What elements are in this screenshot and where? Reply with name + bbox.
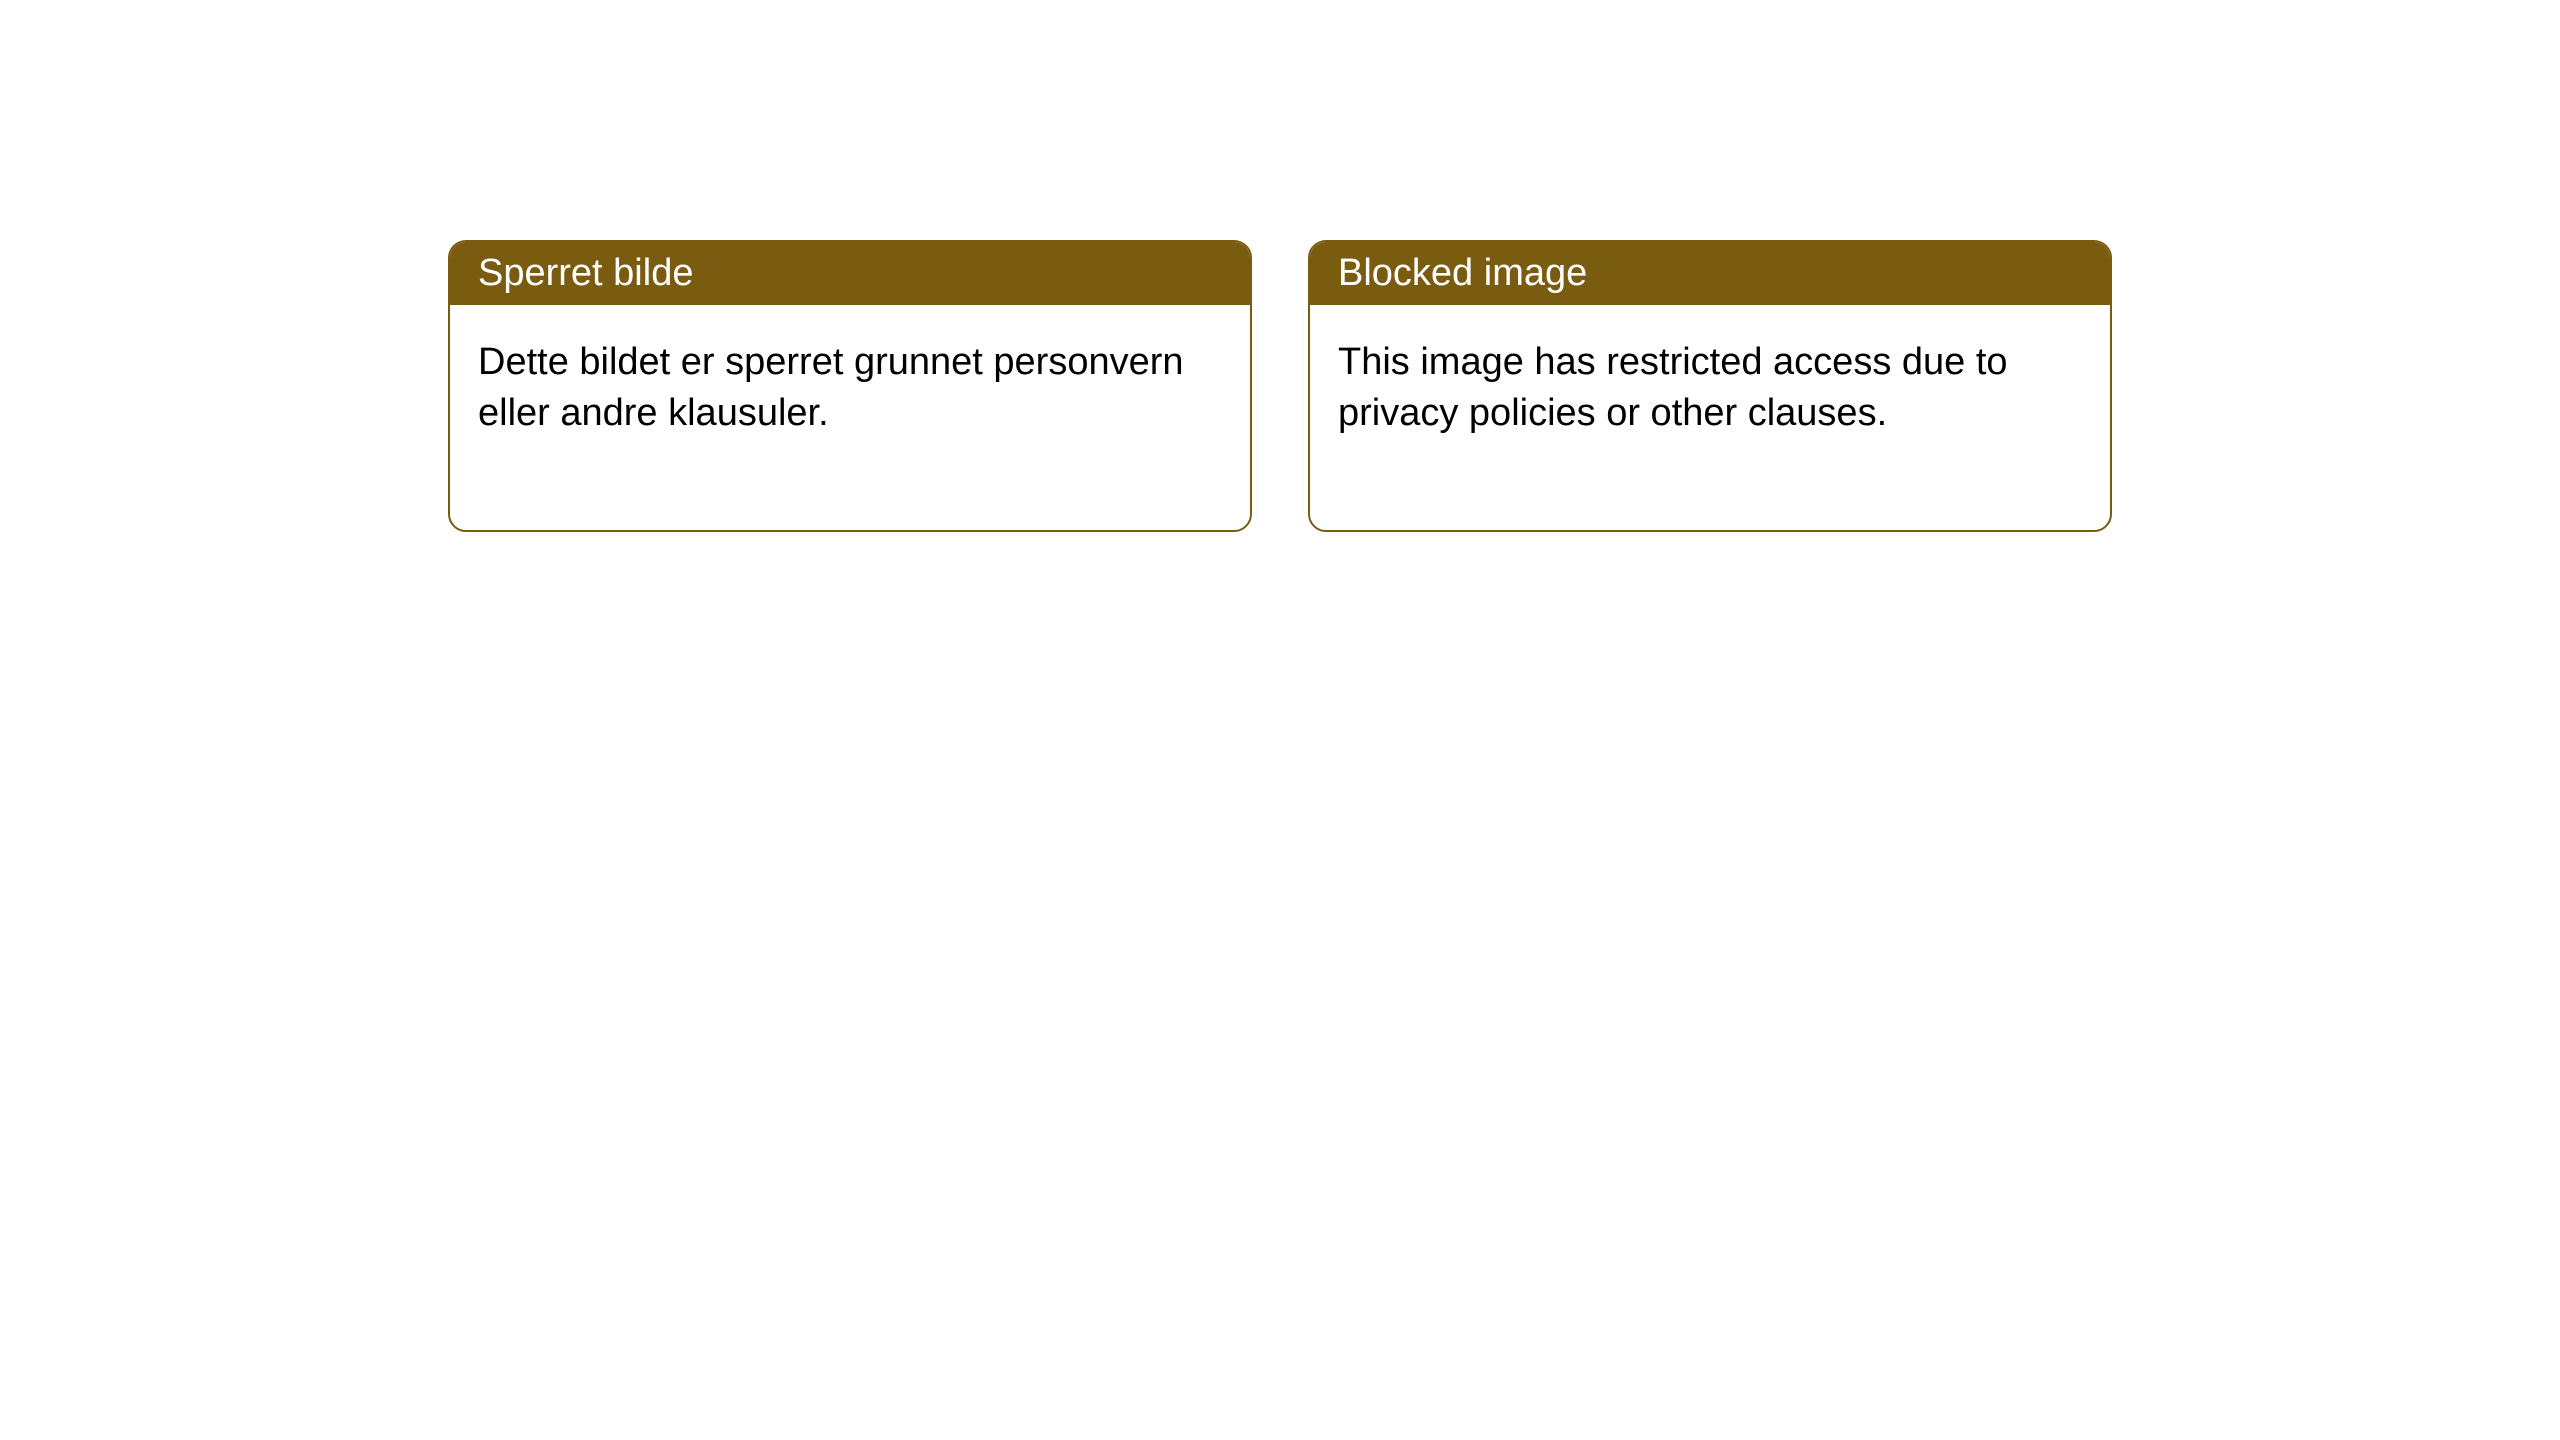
cards-container: Sperret bilde Dette bildet er sperret gr… (0, 0, 2560, 532)
card-title: Blocked image (1338, 252, 1587, 294)
card-english: Blocked image This image has restricted … (1308, 240, 2112, 532)
card-header-english: Blocked image (1310, 242, 2110, 305)
card-body-english: This image has restricted access due to … (1310, 305, 2110, 530)
card-body-norwegian: Dette bildet er sperret grunnet personve… (450, 305, 1250, 530)
card-text: This image has restricted access due to … (1338, 341, 2008, 434)
card-header-norwegian: Sperret bilde (450, 242, 1250, 305)
card-text: Dette bildet er sperret grunnet personve… (478, 341, 1184, 434)
card-title: Sperret bilde (478, 252, 693, 294)
card-norwegian: Sperret bilde Dette bildet er sperret gr… (448, 240, 1252, 532)
